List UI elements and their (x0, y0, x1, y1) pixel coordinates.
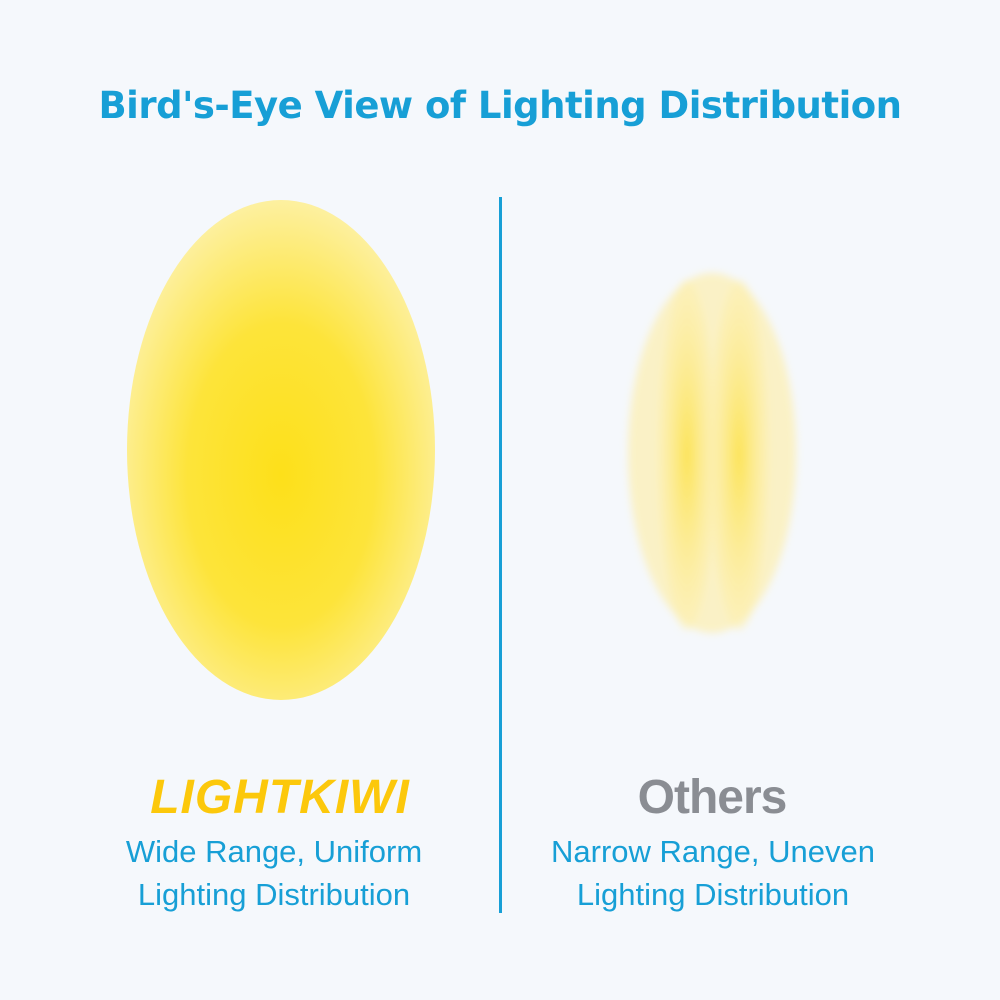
lightkiwi-desc-line1: Wide Range, Uniform (125, 834, 423, 869)
page-title: Bird's-Eye View of Lighting Distribution (98, 84, 902, 127)
others-desc-line2: Lighting Distribution (576, 877, 850, 912)
divider (499, 197, 502, 913)
others-desc-line1: Narrow Range, Uneven (551, 834, 875, 869)
lightkiwi-ellipse (127, 200, 435, 700)
lightkiwi-description: Wide Range, Uniform Lighting Distributio… (64, 830, 484, 916)
others-beam-left (658, 280, 716, 630)
others-description: Narrow Range, Uneven Lighting Distributi… (503, 830, 923, 916)
others-beam-right (709, 280, 769, 630)
others-light-pattern (628, 273, 796, 633)
others-label: Others (637, 771, 788, 824)
lightkiwi-desc-line2: Lighting Distribution (137, 877, 411, 912)
lightkiwi-brand: LIGHTKIWI (150, 771, 410, 824)
